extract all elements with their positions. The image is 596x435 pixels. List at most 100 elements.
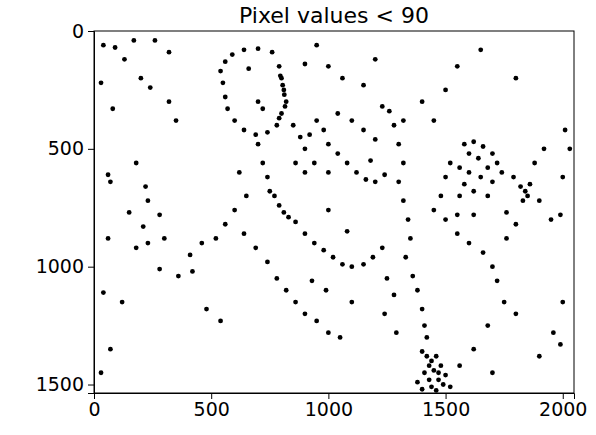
speck bbox=[274, 123, 279, 128]
speck bbox=[513, 222, 518, 227]
speck bbox=[513, 311, 518, 316]
tick-label: 0 bbox=[88, 398, 100, 420]
speck bbox=[321, 248, 326, 253]
chart: 0500100015002000050010001500Pixel values… bbox=[0, 0, 596, 435]
tick-mark bbox=[88, 267, 94, 268]
speck bbox=[286, 215, 291, 220]
speck bbox=[134, 245, 139, 250]
speck bbox=[230, 52, 235, 57]
speck bbox=[303, 62, 308, 67]
speck bbox=[511, 175, 516, 180]
speck bbox=[335, 111, 340, 116]
speck bbox=[167, 50, 172, 55]
speck bbox=[284, 288, 289, 293]
frame bbox=[94, 31, 574, 393]
speck bbox=[253, 245, 258, 250]
speck bbox=[396, 179, 401, 184]
tick-label: 1500 bbox=[422, 398, 470, 420]
speck bbox=[415, 288, 420, 293]
speck bbox=[478, 175, 483, 180]
speck bbox=[424, 335, 429, 340]
speck bbox=[471, 212, 476, 217]
speck bbox=[558, 212, 563, 217]
speck bbox=[277, 64, 282, 69]
speck bbox=[131, 38, 136, 43]
speck bbox=[253, 132, 258, 137]
speck bbox=[232, 118, 237, 123]
speck bbox=[314, 118, 319, 123]
speck bbox=[490, 370, 495, 375]
speck bbox=[349, 118, 354, 123]
speck bbox=[293, 161, 298, 166]
speck bbox=[281, 210, 286, 215]
speck bbox=[420, 387, 425, 392]
speck bbox=[542, 146, 547, 151]
speck bbox=[368, 158, 373, 163]
speck bbox=[345, 161, 350, 166]
tick: 2000 bbox=[539, 393, 587, 420]
speck bbox=[122, 57, 127, 62]
speck bbox=[340, 262, 345, 267]
speck bbox=[504, 210, 509, 215]
speck bbox=[490, 264, 495, 269]
title: Pixel values < 90 bbox=[239, 3, 429, 28]
speck bbox=[567, 146, 572, 151]
speck bbox=[110, 106, 115, 111]
speck bbox=[223, 59, 228, 64]
speck bbox=[455, 231, 460, 236]
speck bbox=[471, 189, 476, 194]
speck bbox=[518, 184, 523, 189]
axis-line bbox=[88, 32, 95, 394]
speck bbox=[213, 236, 218, 241]
speck bbox=[401, 198, 406, 203]
speck bbox=[415, 380, 420, 385]
speck bbox=[436, 377, 441, 382]
speck bbox=[462, 182, 467, 187]
speck bbox=[410, 274, 415, 279]
speck bbox=[127, 210, 132, 215]
speck bbox=[267, 189, 272, 194]
speck bbox=[278, 73, 283, 78]
x-axis: 0500100015002000 bbox=[88, 393, 587, 420]
speck bbox=[326, 142, 331, 147]
speck bbox=[242, 47, 247, 52]
speck bbox=[560, 175, 565, 180]
speck bbox=[467, 241, 472, 246]
speck bbox=[438, 363, 443, 368]
speck bbox=[218, 318, 223, 323]
speck bbox=[478, 47, 483, 52]
speck bbox=[244, 194, 249, 199]
speck bbox=[371, 255, 376, 260]
speck bbox=[422, 323, 427, 328]
speck bbox=[113, 45, 118, 50]
speck bbox=[431, 368, 436, 373]
speck bbox=[422, 370, 427, 375]
speck bbox=[394, 330, 399, 335]
speck bbox=[280, 83, 285, 88]
speck bbox=[502, 300, 507, 305]
speck bbox=[293, 219, 298, 224]
speck bbox=[420, 307, 425, 312]
speck bbox=[349, 300, 354, 305]
speck bbox=[218, 69, 223, 74]
tick-mark bbox=[88, 31, 94, 32]
speck bbox=[246, 66, 251, 71]
speck bbox=[443, 175, 448, 180]
speck bbox=[204, 307, 209, 312]
tick-label: 2000 bbox=[539, 398, 587, 420]
tick: 1000 bbox=[305, 393, 353, 420]
speck bbox=[373, 137, 378, 142]
plot-area bbox=[94, 31, 574, 393]
tick: 0 bbox=[88, 393, 100, 420]
speck bbox=[101, 43, 106, 48]
speck bbox=[354, 170, 359, 175]
speck bbox=[431, 208, 436, 213]
speck bbox=[188, 252, 193, 257]
speck bbox=[298, 135, 303, 140]
speck bbox=[260, 106, 265, 111]
speck bbox=[382, 172, 387, 177]
speck bbox=[441, 382, 446, 387]
speck bbox=[401, 118, 406, 123]
speck bbox=[429, 359, 434, 364]
speck bbox=[232, 208, 237, 213]
